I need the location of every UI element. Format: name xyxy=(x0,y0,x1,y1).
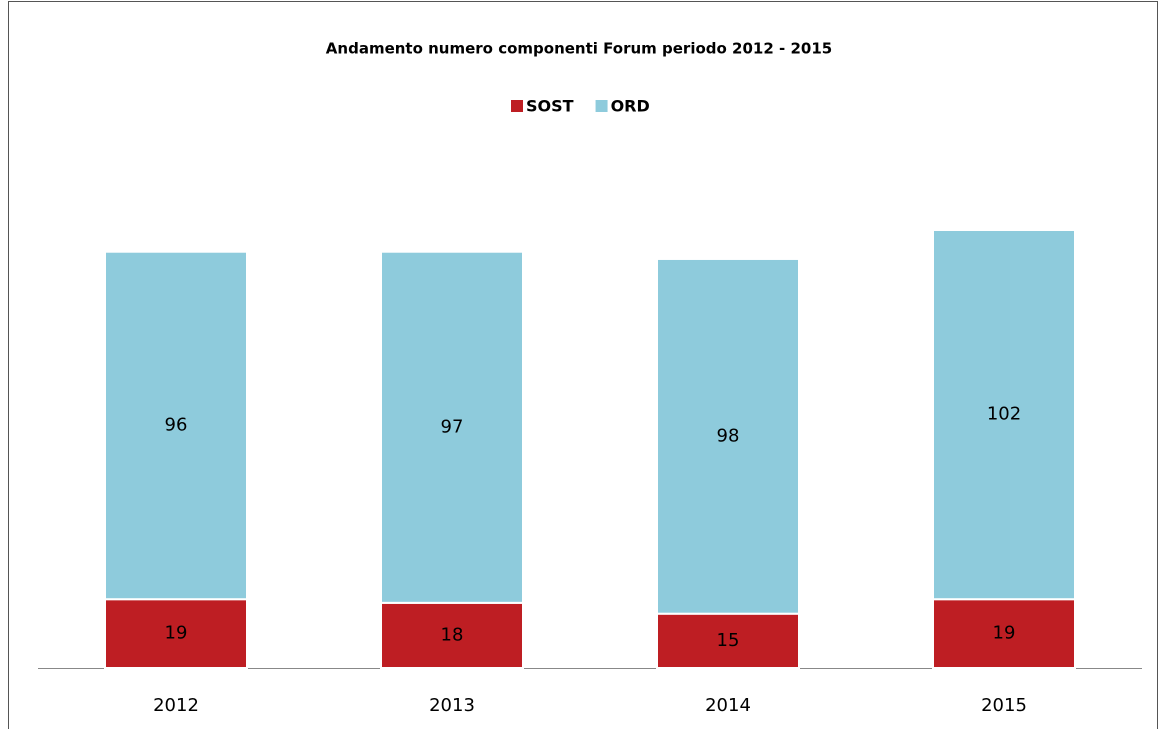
legend-swatch xyxy=(595,100,608,112)
value-label: 102 xyxy=(987,404,1021,425)
bar-segment xyxy=(104,250,248,601)
bar-segment xyxy=(380,250,524,604)
value-label: 19 xyxy=(993,623,1016,644)
x-tick-label: 2013 xyxy=(429,695,475,716)
value-label: 15 xyxy=(717,630,740,651)
bar-segment xyxy=(656,257,800,615)
bar-segment xyxy=(932,598,1076,670)
value-label: 19 xyxy=(165,623,188,644)
value-label: 18 xyxy=(441,624,464,645)
legend-swatch xyxy=(511,100,523,112)
bar-segment xyxy=(932,229,1076,601)
x-tick-label: 2015 xyxy=(981,695,1027,716)
legend-label: SOST xyxy=(526,97,574,116)
x-tick-label: 2014 xyxy=(705,695,751,716)
chart-title: Andamento numero componenti Forum period… xyxy=(326,40,832,58)
value-label: 96 xyxy=(165,414,188,435)
value-label: 97 xyxy=(441,416,464,437)
bar-segment xyxy=(104,598,248,670)
value-label: 98 xyxy=(717,425,740,446)
x-tick-label: 2012 xyxy=(153,695,199,716)
legend-label: ORD xyxy=(611,97,650,116)
